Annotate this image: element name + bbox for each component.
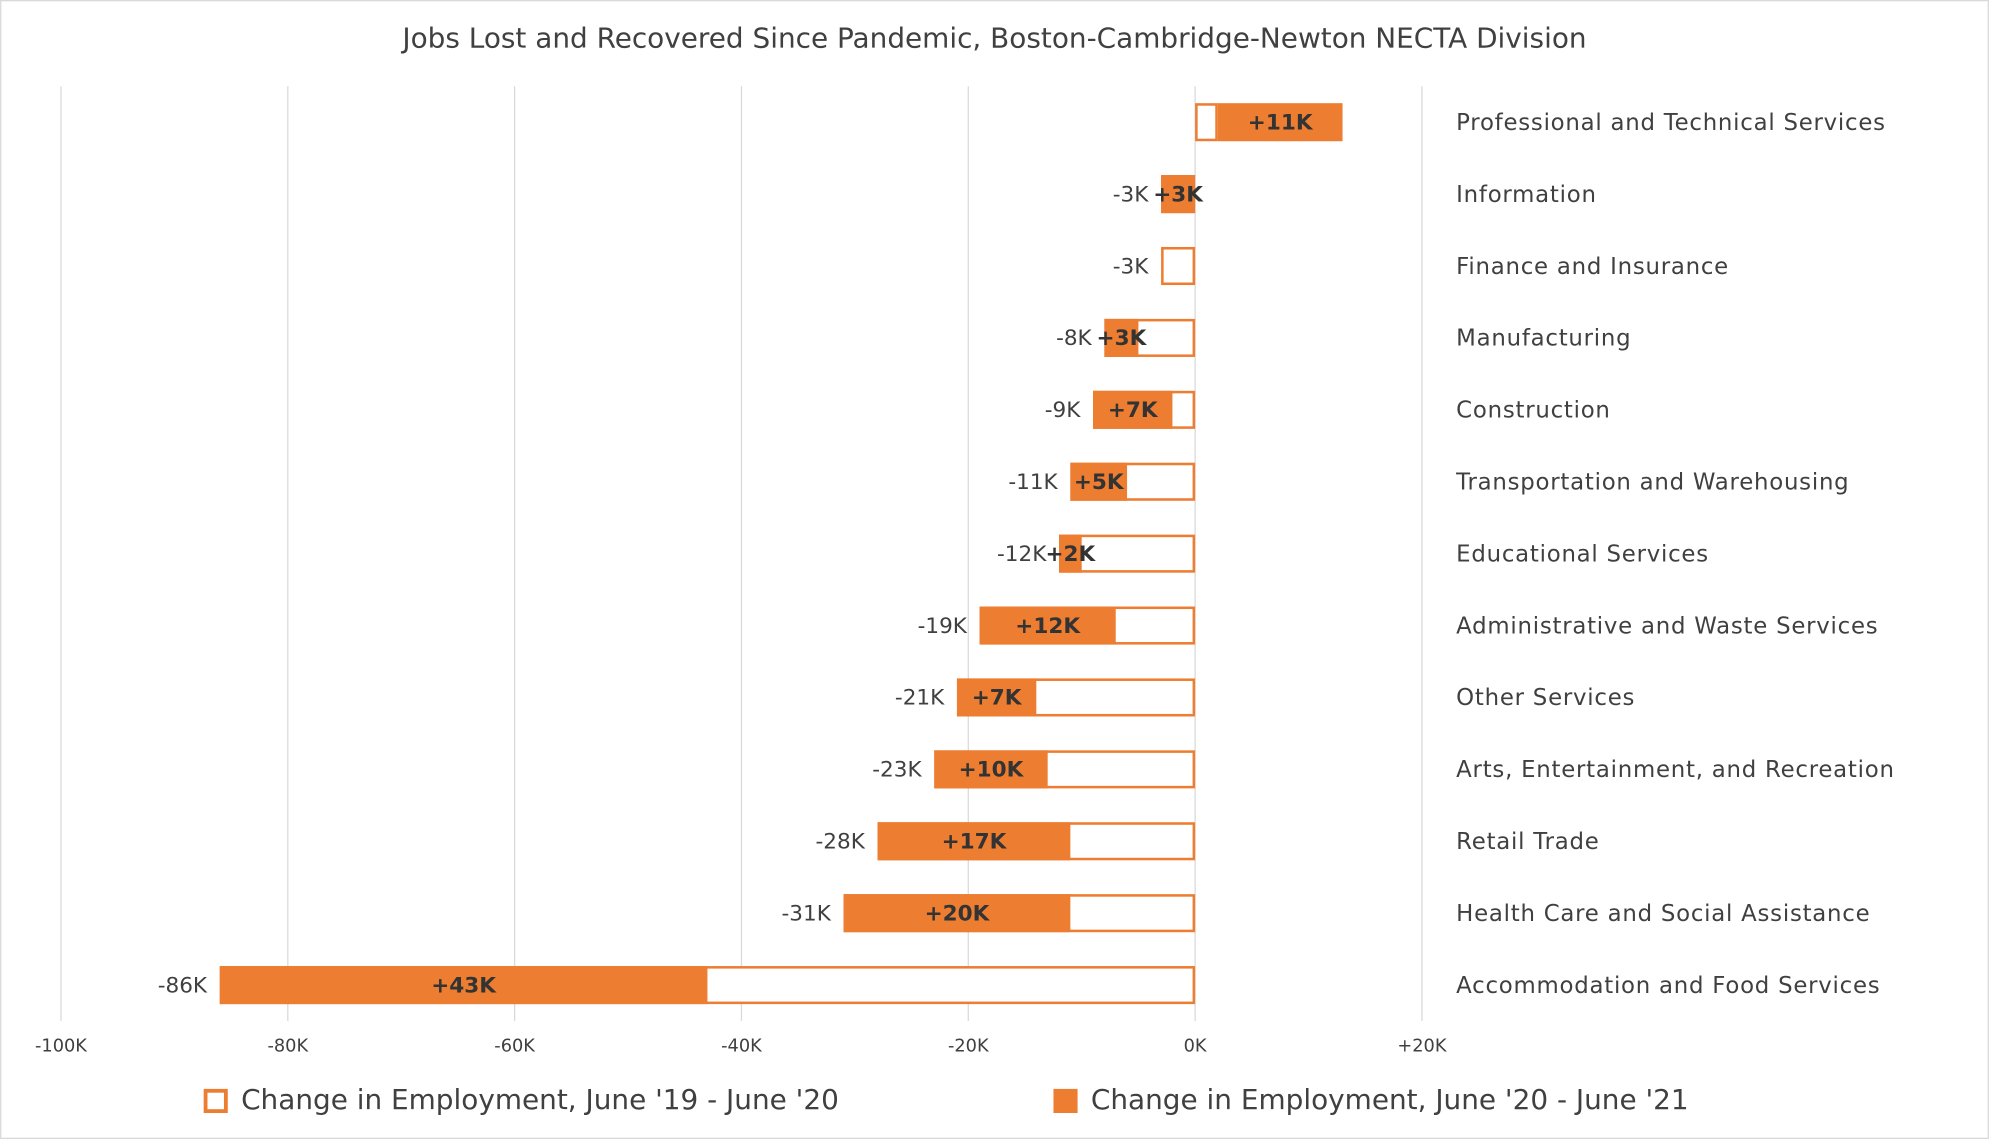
- data-label: +2K: [1045, 542, 1096, 567]
- y-tick-label: Retail Trade: [1456, 829, 1599, 855]
- data-label: -11K: [1008, 470, 1058, 495]
- x-tick-label: -60K: [494, 1036, 536, 1056]
- legend-label: Change in Employment, June '19 - June '2…: [241, 1083, 839, 1116]
- bar-filled: [877, 822, 1071, 861]
- bar-filled: [843, 894, 1071, 933]
- data-label: +20K: [925, 901, 991, 926]
- x-tick-label: -40K: [721, 1036, 763, 1056]
- data-label: +12K: [1015, 614, 1081, 639]
- data-label: +10K: [959, 758, 1025, 783]
- data-label: +7K: [972, 686, 1023, 711]
- data-label: -19K: [918, 614, 968, 639]
- data-label: -3K: [1113, 182, 1149, 207]
- data-label: -3K: [1113, 254, 1149, 279]
- data-label: +43K: [431, 973, 497, 998]
- legend-swatch: [1053, 1088, 1078, 1113]
- data-label: +7K: [1108, 398, 1159, 423]
- bar-filled: [956, 678, 1037, 717]
- data-label: -12K: [997, 542, 1047, 567]
- y-tick-label: Other Services: [1456, 685, 1635, 711]
- y-tick-label: Construction: [1456, 398, 1610, 424]
- data-label: +11K: [1248, 110, 1314, 135]
- data-label: -86K: [158, 973, 208, 998]
- data-label: -28K: [816, 830, 866, 855]
- x-tick-label: 0K: [1184, 1036, 1208, 1056]
- data-label: -21K: [895, 686, 945, 711]
- data-label: -9K: [1045, 398, 1081, 423]
- bar-filled: [1070, 462, 1128, 501]
- bar-outline: [1195, 103, 1218, 142]
- data-label: +3K: [1097, 326, 1148, 351]
- x-tick-label: +20K: [1397, 1036, 1447, 1056]
- legend-swatch: [203, 1088, 228, 1113]
- bar-filled: [1104, 318, 1139, 357]
- y-tick-label: Accommodation and Food Services: [1456, 973, 1880, 999]
- y-tick-label: Professional and Technical Services: [1456, 110, 1886, 136]
- data-label: +5K: [1074, 470, 1125, 495]
- data-label: +3K: [1153, 182, 1204, 207]
- data-label: -31K: [782, 901, 832, 926]
- y-tick-label: Manufacturing: [1456, 326, 1631, 352]
- legend-label: Change in Employment, June '20 - June '2…: [1091, 1083, 1689, 1116]
- bar-filled: [1093, 390, 1173, 429]
- bar-filled: [934, 750, 1048, 789]
- bar-filled: [1217, 103, 1343, 142]
- bar-filled: [1059, 534, 1082, 573]
- x-tick-label: -20K: [948, 1036, 990, 1056]
- data-label: -8K: [1056, 326, 1092, 351]
- y-tick-label: Educational Services: [1456, 541, 1709, 567]
- y-tick-label: Administrative and Waste Services: [1456, 613, 1878, 639]
- y-tick-label: Transportation and Warehousing: [1455, 470, 1849, 496]
- data-label: +17K: [942, 830, 1008, 855]
- y-tick-label: Information: [1456, 182, 1597, 208]
- bar-outline: [1161, 246, 1196, 286]
- chart-title: Jobs Lost and Recovered Since Pandemic, …: [400, 21, 1586, 54]
- y-tick-label: Health Care and Social Assistance: [1456, 901, 1870, 927]
- bar-filled: [219, 966, 708, 1005]
- y-tick-label: Finance and Insurance: [1456, 254, 1729, 280]
- y-tick-label: Arts, Entertainment, and Recreation: [1456, 757, 1895, 783]
- x-tick-label: -100K: [35, 1036, 88, 1056]
- bar-filled: [979, 606, 1116, 645]
- data-label: -23K: [872, 758, 922, 783]
- bar-filled: [1161, 175, 1196, 214]
- x-tick-label: -80K: [267, 1036, 309, 1056]
